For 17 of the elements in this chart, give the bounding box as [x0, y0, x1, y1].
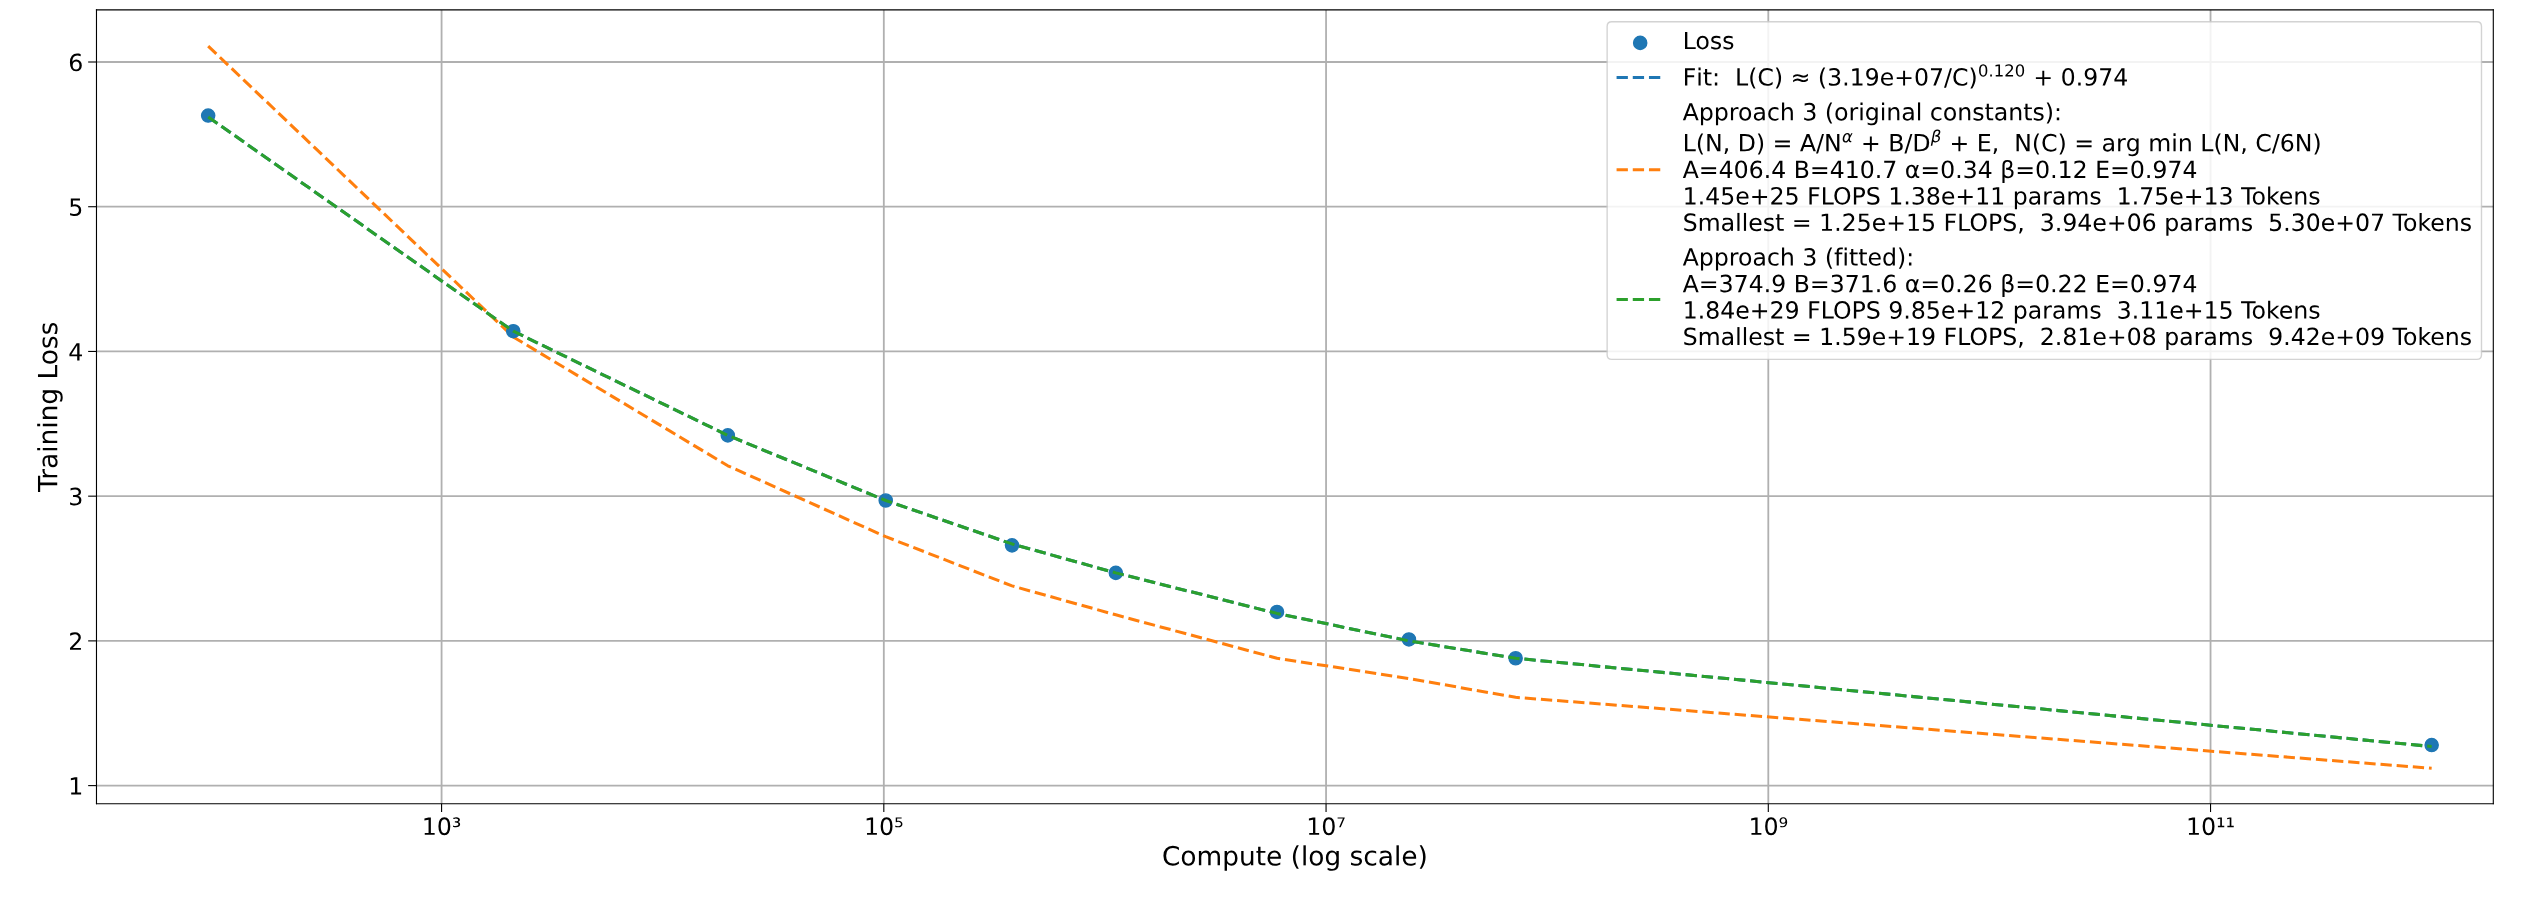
x-tick-label: 10³	[424, 817, 461, 836]
legend-label: Fit: L(C) ≈ (3.19e+07/C)$^{0.120}$ + 0.974	[1685, 64, 2127, 89]
y-axis-title: Training Loss	[37, 322, 63, 493]
x-tick-label: 10⁷	[1308, 817, 1345, 836]
y-tick-label: 6	[69, 53, 82, 72]
text: Approach 3 (original constants): L(N, D) = A/N$^{α}$ + B/D$^{β}$ + E, N(C) = arg min L(N, C/6N) A=406.4 B=410.7 α=0.34 β=0.12 E=0.974 1.45e+25 FLOPS 1.38e+11 params 1.75e+13 Tokens Smallest = 1.25e+15 FLOPS, 3.94e+06 params 5.30e+07 Tokens	[1682, 102, 2471, 236]
x-axis-title: Compute (log scale)	[1163, 845, 1426, 871]
y-tick-label: 5	[70, 198, 82, 217]
x-tick-label: 10¹¹	[2188, 817, 2234, 836]
y-tick-label: 4	[69, 343, 82, 361]
legend-label: Approach 3 (fitted): A=374.9 B=371.6 α=0.26 β=0.22 E=0.974 1.84e+29 FLOPS 9.85e+12 params 3.11e+15 Tokens Smallest = 1.59e+19 FLOPS, 2.81e+08 params 9.42e+09 Tokens	[1682, 247, 2471, 350]
y-tick-label: 2	[70, 632, 81, 650]
x-tick-label: 10⁹	[1751, 817, 1788, 836]
y-tick-label: 1	[70, 777, 82, 795]
legend-label: Loss	[1685, 31, 1734, 50]
x-tick-label: 10⁵	[866, 817, 903, 836]
y-tick-label: 3	[70, 487, 82, 506]
